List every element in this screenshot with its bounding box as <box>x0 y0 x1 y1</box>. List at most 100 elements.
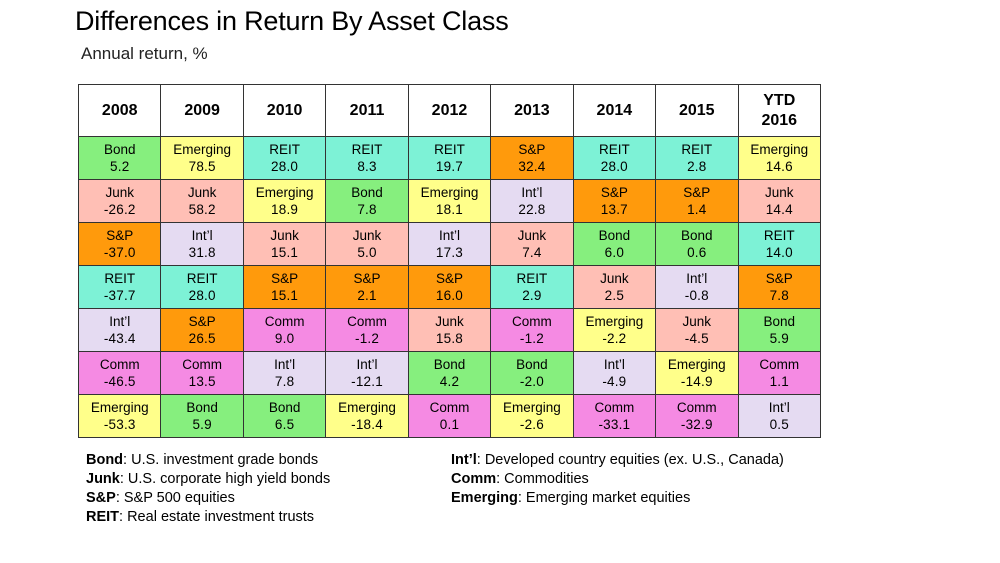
asset-class-label: REIT <box>598 142 630 157</box>
asset-class-label: S&P <box>765 271 793 286</box>
asset-class-label: Bond <box>763 314 796 329</box>
return-value: -26.2 <box>103 202 136 217</box>
return-cell: Comm 13.5 <box>160 351 244 395</box>
table-row: Emerging -53.3 Bond 5.9 Bond 6.5 Emerging -18.4… <box>77 394 821 438</box>
return-value: -37.0 <box>103 245 136 260</box>
return-value: 5.2 <box>110 159 130 174</box>
column-header-line1: 2008 <box>101 101 138 119</box>
asset-class-label: S&P <box>518 142 546 157</box>
return-value: -1.2 <box>355 331 380 346</box>
return-value: 58.2 <box>188 202 216 217</box>
return-cell: Int’l -4.9 <box>572 351 657 395</box>
return-value: 1.4 <box>687 202 707 217</box>
return-value: 5.9 <box>192 417 212 432</box>
asset-class-label: REIT <box>763 228 795 243</box>
legend-entry: Emerging: Emerging market equities <box>451 489 784 508</box>
legend-entry: S&P: S&P 500 equities <box>86 489 330 508</box>
return-cell: S&P 32.4 <box>490 136 574 180</box>
return-cell: S&P 7.8 <box>737 265 821 309</box>
return-cell: Comm 0.1 <box>407 394 492 438</box>
legend-entry: Comm: Commodities <box>451 470 784 489</box>
return-value: 2.5 <box>604 288 625 303</box>
asset-class-label: Emerging <box>585 314 644 329</box>
asset-class-label: Comm <box>676 400 717 415</box>
return-cell: REIT 14.0 <box>737 222 821 266</box>
return-cell: S&P -37.0 <box>77 222 162 266</box>
return-cell: Int’l 22.8 <box>490 179 574 223</box>
asset-class-label: Int’l <box>191 228 213 243</box>
return-cell: Bond 5.9 <box>160 394 244 438</box>
return-cell: Junk 2.5 <box>572 265 657 309</box>
return-value: 18.9 <box>271 202 299 217</box>
asset-class-label: Int’l <box>438 228 460 243</box>
return-cell: Bond 4.2 <box>407 351 492 395</box>
column-header-line1: 2014 <box>596 101 633 119</box>
column-header: 2011 <box>325 84 409 137</box>
return-value: -1.2 <box>519 331 544 346</box>
return-cell: Int’l -0.8 <box>655 265 739 309</box>
asset-class-label: REIT <box>516 271 548 286</box>
asset-class-label: Bond <box>598 228 631 243</box>
asset-class-label: REIT <box>104 271 136 286</box>
return-value: 7.8 <box>274 374 295 389</box>
return-cell: Bond -2.0 <box>490 351 574 395</box>
asset-class-label: Bond <box>681 228 713 243</box>
asset-class-label: S&P <box>271 271 299 286</box>
return-cell: Emerging 18.9 <box>242 179 327 223</box>
chart-title: Differences in Return By Asset Class <box>75 6 509 36</box>
return-cell: Emerging -53.3 <box>77 394 162 438</box>
asset-class-label: Bond <box>516 357 548 372</box>
asset-class-label: Junk <box>517 228 547 243</box>
return-cell: Comm -1.2 <box>490 308 574 352</box>
legend-description: : Real estate investment trusts <box>119 509 315 525</box>
return-cell: REIT 8.3 <box>325 136 409 180</box>
asset-class-label: Junk <box>682 314 712 329</box>
column-header-line1: 2009 <box>184 101 220 119</box>
return-cell: Comm -32.9 <box>655 394 739 438</box>
asset-class-label: Bond <box>103 142 136 157</box>
column-header-line1: YTD <box>763 91 796 109</box>
return-value: -2.2 <box>602 331 627 346</box>
return-cell: Comm -33.1 <box>572 394 657 438</box>
return-cell: Junk -26.2 <box>77 179 162 223</box>
column-header: YTD 2016 <box>737 84 821 137</box>
asset-class-label: Int’l <box>356 357 378 372</box>
return-value: -33.1 <box>598 417 631 432</box>
asset-class-label: Emerging <box>503 400 561 415</box>
return-cell: S&P 1.4 <box>655 179 739 223</box>
return-value: -18.4 <box>351 417 383 432</box>
asset-class-label: Emerging <box>90 400 149 415</box>
asset-class-label: Comm <box>264 314 305 329</box>
asset-class-label: Emerging <box>750 142 809 157</box>
legend-right: Int’l: Developed country equities (ex. U… <box>451 451 784 508</box>
return-cell: Bond 5.2 <box>77 136 162 180</box>
return-value: 14.6 <box>765 159 793 174</box>
return-cell: Emerging -2.6 <box>490 394 574 438</box>
return-cell: Bond 0.6 <box>655 222 739 266</box>
return-value: 15.1 <box>271 245 299 260</box>
column-header: 2015 <box>655 84 739 137</box>
return-value: 5.0 <box>357 245 377 260</box>
return-cell: REIT 19.7 <box>407 136 492 180</box>
returns-table: 2008 2009 2010 2011 2012 2013 2014 2015 YTD 2016 … <box>77 84 821 438</box>
return-value: 17.3 <box>435 245 463 260</box>
asset-class-label: Bond <box>433 357 466 372</box>
asset-class-label: Comm <box>594 400 635 415</box>
legend-entry: Bond: U.S. investment grade bonds <box>86 451 330 470</box>
column-header: 2010 <box>242 84 327 137</box>
return-cell: Int’l 0.5 <box>737 394 821 438</box>
return-value: 16.0 <box>435 288 463 303</box>
return-value: 7.8 <box>769 288 789 303</box>
asset-class-label: S&P <box>106 228 134 243</box>
return-value: -12.1 <box>351 374 383 389</box>
return-value: 28.0 <box>600 159 628 174</box>
table-row: REIT -37.7 REIT 28.0 S&P 15.1 S&P 2.1 S&P 16.0 REI… <box>77 265 821 309</box>
return-value: 15.1 <box>271 288 299 303</box>
return-value: -4.5 <box>684 331 709 346</box>
table-row: S&P -37.0 Int’l 31.8 Junk 15.1 Junk 5.0 Int’l 17.… <box>77 222 821 266</box>
table-row: Int’l -43.4 S&P 26.5 Comm 9.0 Comm -1.2 Junk 15.8… <box>77 308 821 352</box>
return-value: 13.5 <box>188 374 216 389</box>
return-value: 0.5 <box>769 417 789 432</box>
asset-class-label: Int’l <box>274 357 296 372</box>
legend-description: : S&P 500 equities <box>115 490 235 506</box>
